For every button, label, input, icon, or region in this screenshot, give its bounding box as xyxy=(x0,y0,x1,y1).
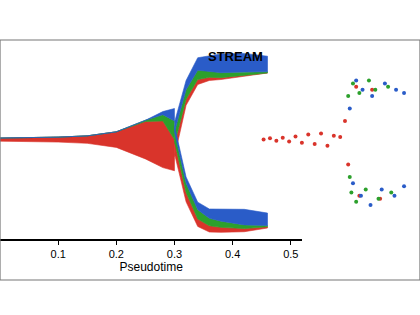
svg-text:STREAM: STREAM xyxy=(208,49,263,64)
svg-text:0.1: 0.1 xyxy=(51,248,66,260)
svg-text:0.2: 0.2 xyxy=(109,248,124,260)
svg-text:Pseudotime: Pseudotime xyxy=(120,260,184,274)
svg-text:0.5: 0.5 xyxy=(283,248,298,260)
svg-text:0.4: 0.4 xyxy=(225,248,240,260)
svg-text:0.3: 0.3 xyxy=(167,248,182,260)
